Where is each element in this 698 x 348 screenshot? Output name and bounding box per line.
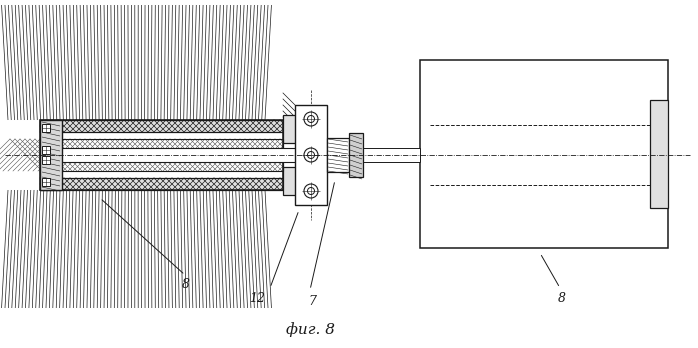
Bar: [283, 148, 295, 162]
Text: фиг. 8: фиг. 8: [285, 322, 334, 337]
Bar: [40, 120, 283, 132]
Bar: [283, 115, 298, 195]
Bar: [40, 120, 265, 130]
Bar: [40, 139, 283, 171]
Bar: [650, 100, 668, 208]
Bar: [283, 143, 298, 167]
Bar: [40, 178, 283, 190]
Bar: [42, 124, 50, 132]
Bar: [42, 178, 50, 186]
Bar: [42, 146, 50, 154]
Bar: [349, 133, 363, 177]
Bar: [40, 120, 283, 190]
Text: 7: 7: [308, 295, 316, 308]
Text: 8: 8: [558, 292, 566, 305]
Bar: [40, 120, 62, 190]
Bar: [327, 138, 349, 172]
Bar: [295, 105, 327, 205]
Text: 12: 12: [249, 292, 265, 305]
Bar: [40, 148, 333, 162]
Bar: [42, 156, 50, 164]
Bar: [420, 60, 668, 248]
Bar: [363, 148, 420, 162]
Text: 8: 8: [182, 278, 190, 291]
Bar: [40, 139, 283, 171]
